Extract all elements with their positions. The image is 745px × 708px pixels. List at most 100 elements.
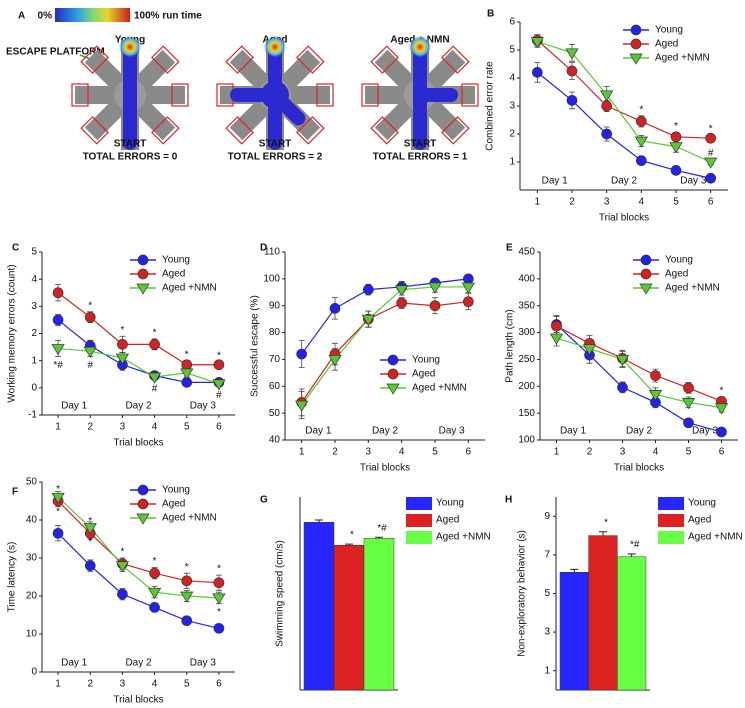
significance: * (185, 562, 189, 573)
significance: * (56, 507, 60, 518)
heat-hub (261, 81, 289, 109)
bar (588, 535, 618, 691)
x-tick-label: 5 (184, 422, 190, 433)
significance: * (153, 328, 157, 339)
day-label: Day 2 (125, 401, 152, 412)
escape-label: ESCAPE PLATFORM (6, 47, 105, 58)
day-label: Day 1 (305, 426, 332, 437)
y-tick-label: 5 (509, 45, 515, 56)
arm-end (171, 83, 189, 107)
marker (115, 353, 130, 365)
legend-marker (387, 368, 399, 380)
significance: * (88, 300, 92, 311)
marker (462, 296, 474, 308)
marker (362, 284, 374, 295)
arm-end (80, 45, 109, 74)
legend-label: Aged +NMN (436, 532, 491, 543)
colorbar-max: 100% run time (134, 11, 202, 22)
y-tick-label: 80 (269, 327, 281, 338)
x-axis-label: Trial blocks (360, 463, 410, 474)
y-tick-label: 0 (31, 667, 37, 678)
marker (705, 132, 717, 144)
series-line (301, 286, 469, 406)
x-tick-label: 6 (466, 447, 472, 458)
bar (363, 538, 395, 691)
marker (683, 382, 694, 394)
x-tick-label: 5 (673, 197, 679, 208)
marker (181, 359, 193, 371)
day-label: Day 2 (372, 426, 399, 437)
y-tick-label: 100 (263, 273, 280, 284)
series-line (536, 39, 711, 139)
day-label: Day 3 (692, 426, 719, 437)
error-bar (315, 519, 323, 523)
arm-end (80, 116, 109, 145)
marker (328, 355, 342, 367)
legend-marker (629, 53, 643, 65)
marker (462, 273, 474, 285)
marker (83, 346, 97, 358)
arm-end (316, 83, 334, 107)
legend-label: Aged (665, 269, 688, 280)
x-tick-label: 3 (120, 422, 126, 433)
legend-label: Aged +NMN (688, 532, 743, 543)
marker (147, 372, 162, 384)
legend-label: Young (688, 498, 716, 509)
y-tick-label: 200 (518, 381, 535, 392)
bar (617, 556, 647, 691)
legend-label: Aged (412, 369, 435, 380)
y-tick-label: 50 (269, 408, 281, 419)
x-tick-label: 5 (184, 679, 190, 690)
marker (213, 622, 225, 634)
y-tick-label: 40 (269, 435, 281, 446)
marker (212, 379, 226, 391)
series-line (536, 71, 711, 179)
marker (84, 560, 96, 571)
significance: *# (630, 540, 640, 551)
y-tick-label: 3 (544, 627, 550, 638)
y-tick-label: 60 (269, 381, 281, 392)
x-tick-label: 3 (120, 679, 126, 690)
bar (333, 545, 365, 691)
legend-label: Aged (436, 515, 459, 526)
x-tick-label: 1 (535, 197, 541, 208)
x-tick-label: 4 (152, 422, 158, 433)
y-tick-label: 90 (269, 300, 281, 311)
marker (704, 157, 718, 169)
legend-label: Aged +NMN (655, 53, 710, 64)
colorbar (55, 8, 130, 22)
marker (213, 577, 225, 589)
day-label: Day 3 (190, 658, 217, 669)
marker (601, 100, 613, 112)
y-tick-label: 100 (518, 435, 535, 446)
marker (395, 285, 409, 297)
series-line (57, 319, 219, 383)
y-tick-label: 3 (31, 301, 37, 312)
arm-end (361, 83, 379, 107)
arm-end (225, 116, 254, 145)
marker (396, 297, 408, 309)
marker (565, 48, 579, 60)
legend-marker (387, 354, 399, 366)
marker (147, 587, 162, 599)
legend-label: Young (162, 485, 190, 496)
total-errors: TOTAL ERRORS = 1 (373, 152, 468, 163)
significance: * (88, 537, 92, 548)
arm-end (370, 45, 399, 74)
y-tick-label: 2 (509, 129, 515, 140)
x-tick-label: 6 (708, 197, 714, 208)
marker (648, 389, 663, 402)
y-tick-label: 2 (31, 328, 37, 339)
legend-marker (639, 283, 653, 295)
x-axis-label: Trial blocks (599, 213, 649, 224)
panel-letter: H (505, 495, 512, 506)
significance: * (217, 564, 221, 575)
legend-swatch (658, 497, 684, 510)
significance: * (350, 530, 354, 541)
x-tick-label: 3 (604, 197, 610, 208)
marker (429, 300, 441, 312)
y-tick-label: 70 (269, 354, 281, 365)
bar (559, 572, 589, 691)
y-tick-label: 150 (518, 408, 535, 419)
